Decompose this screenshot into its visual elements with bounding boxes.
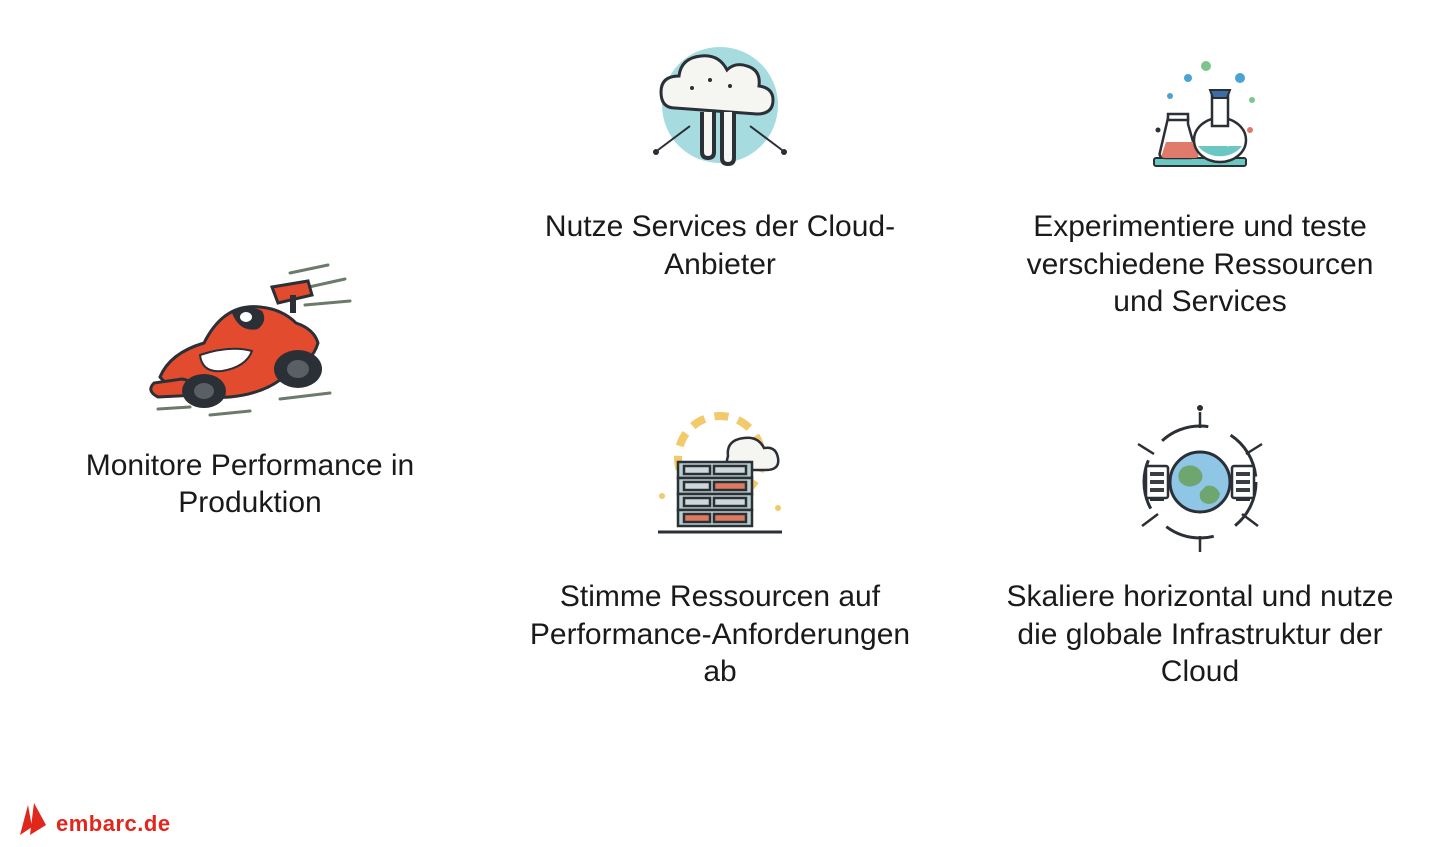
- card-caption: Stimme Ressourcen auf Performance-Anford…: [520, 578, 920, 691]
- card-caption: Experimentiere und teste verschiedene Re…: [1000, 208, 1400, 321]
- card-cloud-services: Nutze Services der Cloud-Anbieter: [470, 20, 970, 380]
- footer: embarc.de: [18, 803, 171, 837]
- card-scale: Skaliere horizontal und nutze die global…: [980, 390, 1420, 750]
- card-caption: Nutze Services der Cloud-Anbieter: [520, 208, 920, 283]
- footer-brand: embarc.de: [56, 811, 171, 837]
- embarc-logo-icon: [18, 803, 48, 837]
- globe-icon: [1110, 400, 1290, 560]
- card-experiment: Experimentiere und teste verschiedene Re…: [980, 20, 1420, 380]
- card-caption: Monitore Performance in Produktion: [50, 447, 450, 522]
- racecar-icon: [140, 259, 360, 429]
- cloud-icon: [630, 30, 810, 190]
- servers-icon: [630, 400, 810, 560]
- card-resources: Stimme Ressourcen auf Performance-Anford…: [470, 390, 970, 750]
- card-monitor: Monitore Performance in Produktion: [40, 20, 460, 750]
- card-caption: Skaliere horizontal und nutze die global…: [1000, 578, 1400, 691]
- infographic-grid: Nutze Services der Cloud-Anbieter: [40, 20, 1420, 750]
- flask-icon: [1110, 30, 1290, 190]
